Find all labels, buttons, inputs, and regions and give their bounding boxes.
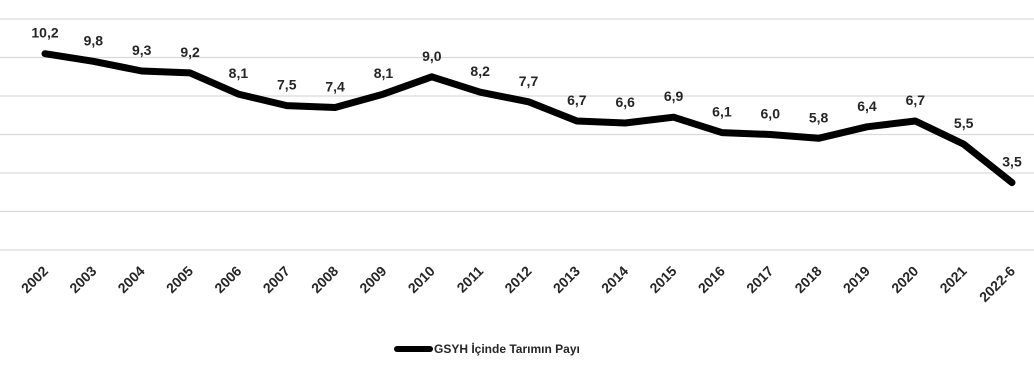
- data-label: 6,0: [761, 106, 781, 122]
- data-label: 6,4: [857, 98, 877, 114]
- legend-label: GSYH İçinde Tarımın Payı: [434, 341, 580, 356]
- x-tick-label: 2020: [888, 263, 921, 296]
- data-label: 5,5: [954, 115, 974, 131]
- x-tick-label: 2016: [695, 263, 728, 296]
- x-tick-label: 2019: [840, 263, 873, 296]
- data-label: 10,2: [31, 25, 58, 41]
- x-tick-label: 2009: [356, 263, 389, 296]
- x-axis-tick-labels: 2002 2003 2004 2005 2006 2007 2008 2009 2010 2011…: [18, 263, 1018, 305]
- x-tick-label: 2003: [66, 263, 99, 296]
- data-label: 6,9: [664, 88, 684, 104]
- x-tick-label: 2004: [114, 263, 147, 296]
- x-tick-label: 2008: [308, 263, 341, 296]
- x-tick-label: 2018: [791, 263, 824, 296]
- data-labels: 10,2 9,8 9,3 9,2 8,1 7,5 7,4 8,1 9,0 8,2 7,7 6,7 6,6…: [31, 25, 1022, 170]
- data-label: 8,1: [374, 65, 394, 81]
- data-label: 3,5: [1002, 154, 1022, 170]
- x-tick-label: 2022-6: [976, 263, 1018, 305]
- data-label: 9,8: [84, 32, 104, 48]
- data-label: 6,7: [906, 92, 926, 108]
- x-tick-label: 2010: [405, 263, 438, 296]
- x-tick-label: 2011: [453, 263, 486, 296]
- series-line: [41, 50, 1016, 187]
- legend: GSYH İçinde Tarımın Payı: [394, 341, 580, 356]
- data-label: 7,4: [325, 79, 345, 95]
- gridlines: [0, 18, 1034, 251]
- data-label: 9,0: [422, 48, 442, 64]
- data-label: 9,2: [180, 44, 200, 60]
- x-tick-label: 2007: [260, 263, 293, 296]
- series-layer: [41, 50, 1016, 187]
- x-tick-label: 2014: [598, 263, 631, 296]
- data-label: 6,7: [567, 92, 587, 108]
- x-tick-label: 2006: [211, 263, 244, 296]
- data-label: 6,1: [712, 104, 732, 120]
- data-label: 8,1: [229, 65, 249, 81]
- data-label: 8,2: [470, 63, 490, 79]
- data-label: 6,6: [615, 94, 635, 110]
- x-tick-label: 2002: [18, 263, 51, 296]
- data-label: 7,5: [277, 77, 297, 93]
- x-tick-label: 2021: [936, 263, 969, 296]
- data-label: 7,7: [519, 73, 539, 89]
- data-label: 9,3: [132, 42, 152, 58]
- x-tick-label: 2017: [743, 263, 776, 296]
- data-label: 5,8: [809, 109, 829, 125]
- x-tick-label: 2005: [163, 263, 196, 296]
- x-tick-label: 2015: [646, 263, 679, 296]
- x-tick-label: 2013: [550, 263, 583, 296]
- x-tick-label: 2012: [501, 263, 534, 296]
